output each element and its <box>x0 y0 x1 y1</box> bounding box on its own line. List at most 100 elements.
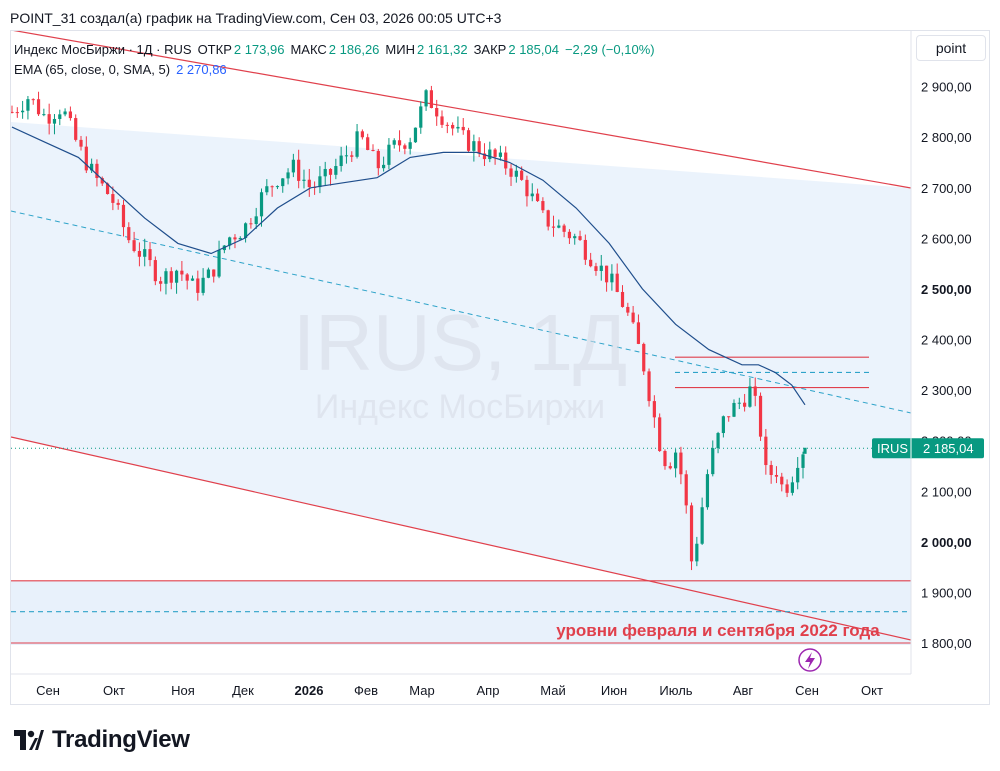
candle-body <box>578 236 582 240</box>
candle <box>323 161 327 186</box>
candle <box>127 222 131 244</box>
candle <box>472 134 476 162</box>
candle-body <box>551 226 556 228</box>
candle-body <box>302 179 306 181</box>
candle-body <box>344 155 349 157</box>
candle-body <box>190 278 195 281</box>
price-tag[interactable]: IRUS 2 185,04 <box>872 438 984 459</box>
ema-line[interactable] <box>11 126 806 406</box>
candle-body <box>642 343 646 372</box>
x-tick-label: Апр <box>477 683 500 698</box>
x-tick-label: Дек <box>232 683 254 698</box>
candle-body <box>472 141 476 151</box>
candle <box>47 103 51 135</box>
candle <box>780 472 784 492</box>
y-tick-label: 2 300,00 <box>921 383 972 398</box>
candle <box>758 392 763 441</box>
candle-body <box>233 237 237 240</box>
candle-body <box>100 178 104 184</box>
tradingview-logo-icon <box>14 730 44 750</box>
candle-body <box>371 149 375 151</box>
lightning-icon <box>805 652 815 669</box>
candle-body <box>47 114 51 124</box>
candle-body <box>387 144 391 165</box>
candle <box>663 449 667 470</box>
candle-body <box>392 140 396 145</box>
candle <box>658 413 662 452</box>
point-button[interactable]: point <box>916 35 986 61</box>
channel-mid-dashed-line[interactable] <box>11 210 911 414</box>
candle-body <box>318 176 322 188</box>
candle-body <box>737 402 741 404</box>
candle-body <box>265 186 269 193</box>
candle <box>15 107 19 118</box>
candle-body <box>121 204 126 228</box>
candle-body <box>620 291 625 307</box>
low-value: 2 161,32 <box>416 42 468 57</box>
candle-body <box>477 141 481 154</box>
candle-body <box>328 168 333 175</box>
candle <box>21 100 25 119</box>
candle <box>764 428 768 475</box>
y-tick-label: 2 700,00 <box>921 181 972 196</box>
candle-body <box>196 278 200 293</box>
lightning-event-icon[interactable] <box>798 648 822 672</box>
candle <box>360 129 364 140</box>
candle-body <box>631 312 635 323</box>
candle <box>116 199 120 210</box>
candle <box>159 276 163 292</box>
candle-body <box>116 202 120 205</box>
y-tick-label: 2 500,00 <box>921 282 972 297</box>
candle <box>270 185 274 197</box>
y-tick-label: 2 000,00 <box>921 535 972 550</box>
candle-body <box>281 178 285 187</box>
candle <box>620 285 625 308</box>
symbol-title[interactable]: Индекс МосБиржи · 1Д · RUS <box>14 42 192 57</box>
candle-body <box>700 507 704 544</box>
candle <box>302 169 306 189</box>
candle <box>700 497 704 545</box>
candle-body <box>716 433 720 449</box>
candle <box>328 168 333 186</box>
candle <box>785 479 789 498</box>
candle <box>435 99 439 126</box>
candle-body <box>705 474 710 508</box>
candle <box>711 440 715 477</box>
high-value: 2 186,26 <box>328 42 380 57</box>
candle <box>573 233 577 245</box>
candle-body <box>801 454 805 468</box>
ema-label[interactable]: EMA (65, close, 0, SMA, 5) <box>14 62 171 77</box>
candle-body <box>764 436 768 466</box>
candle-body <box>689 505 694 562</box>
candle-body <box>652 401 656 418</box>
candle <box>647 368 651 407</box>
candle-body <box>615 273 619 292</box>
support-zone-fill <box>11 581 911 645</box>
candle <box>74 114 78 142</box>
candle-body <box>376 150 380 169</box>
x-tick-label: Фев <box>354 683 378 698</box>
channel-upper-line[interactable] <box>11 30 911 189</box>
candle-body <box>541 201 545 211</box>
brand-name: TradingView <box>52 726 190 753</box>
candle-body <box>599 265 603 271</box>
candle <box>583 234 587 265</box>
candle-body <box>594 266 598 271</box>
tradingview-logo[interactable]: TradingView <box>14 726 190 754</box>
candle-body <box>105 183 110 195</box>
low-label: МИН <box>385 42 415 57</box>
candle-body <box>403 145 407 149</box>
candle-body <box>291 159 295 173</box>
channel-lower-line[interactable] <box>11 436 911 641</box>
candle <box>63 108 67 117</box>
candle-body <box>339 155 343 167</box>
candle-body <box>658 417 662 452</box>
candle-body <box>562 225 566 232</box>
candle-body <box>153 260 157 282</box>
candle-body <box>159 281 163 284</box>
candle-body <box>567 231 572 239</box>
candle <box>525 175 529 207</box>
candle-body <box>275 186 280 188</box>
candle-body <box>42 114 46 116</box>
